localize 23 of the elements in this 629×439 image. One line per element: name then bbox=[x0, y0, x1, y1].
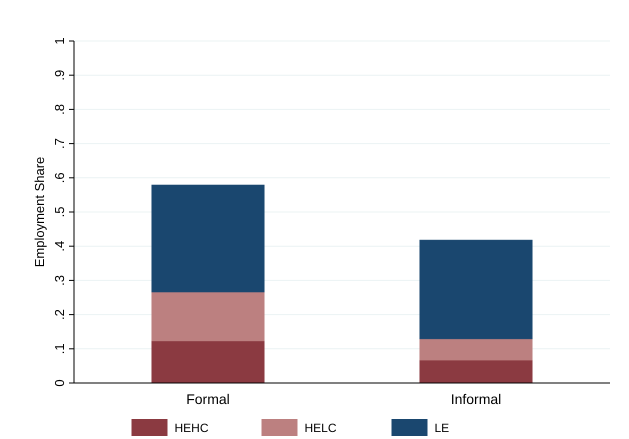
bar bbox=[151, 184, 265, 292]
y-tick-label: 0 bbox=[52, 379, 67, 387]
bar bbox=[151, 340, 265, 384]
legend-label: HEHC bbox=[174, 421, 209, 435]
y-tick-label: .6 bbox=[52, 172, 67, 184]
y-tick-label: .5 bbox=[52, 206, 67, 218]
y-tick-label: .9 bbox=[52, 70, 67, 81]
y-tick-label: 1 bbox=[52, 37, 67, 45]
y-tick-label: .2 bbox=[52, 309, 67, 320]
y-tick-label: .8 bbox=[52, 104, 67, 115]
y-axis-title: Employment Share bbox=[32, 156, 47, 268]
x-tick-label: Formal bbox=[186, 391, 230, 407]
x-tick-label: Informal bbox=[450, 391, 502, 407]
y-tick-label: .4 bbox=[52, 240, 67, 252]
y-tick-label: .3 bbox=[52, 274, 67, 286]
bar bbox=[419, 338, 533, 360]
legend-label: HELC bbox=[304, 421, 337, 435]
bar bbox=[419, 240, 533, 340]
legend-label: LE bbox=[434, 421, 450, 435]
bar bbox=[151, 292, 265, 342]
y-tick-label: .7 bbox=[52, 138, 67, 150]
bar bbox=[419, 360, 533, 384]
y-tick-label: .1 bbox=[52, 343, 67, 354]
